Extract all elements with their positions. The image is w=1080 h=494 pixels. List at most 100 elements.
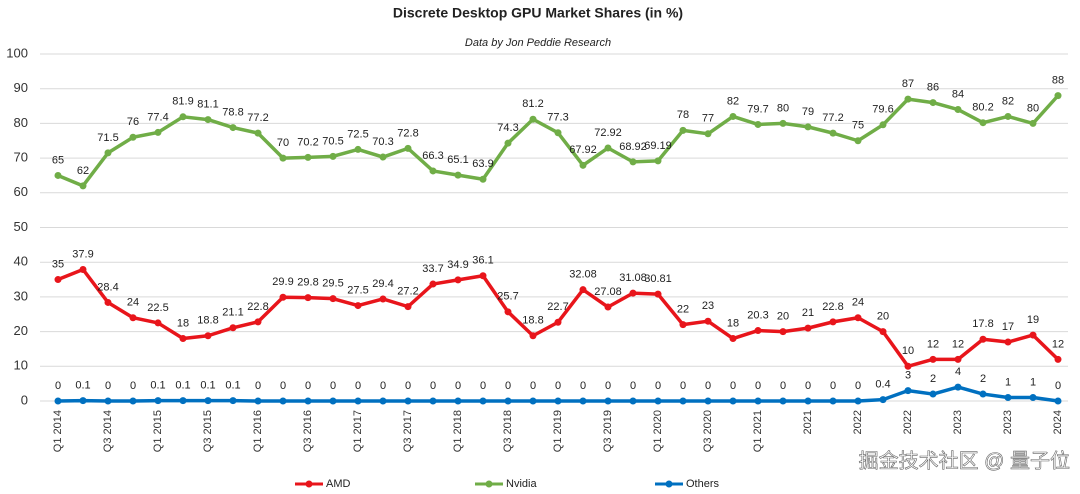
data-label: 21 bbox=[802, 307, 814, 319]
x-tick-label: 2023 bbox=[952, 410, 964, 434]
data-label: 80 bbox=[1027, 102, 1039, 114]
data-label: 80 bbox=[777, 102, 789, 114]
data-point bbox=[454, 276, 462, 284]
data-label: 0 bbox=[1055, 380, 1061, 392]
data-label: 27.08 bbox=[594, 286, 622, 298]
legend-label: Nvidia bbox=[506, 478, 537, 490]
y-tick-label: 30 bbox=[14, 288, 28, 303]
data-label: 20 bbox=[877, 311, 889, 323]
data-label: 1 bbox=[1030, 376, 1036, 388]
data-label: 29.4 bbox=[372, 278, 393, 290]
data-label: 19 bbox=[1027, 314, 1039, 326]
data-point bbox=[504, 397, 512, 405]
chart-subtitle: Data by Jon Peddie Research bbox=[465, 37, 611, 49]
x-tick-label: Q1 2020 bbox=[652, 410, 664, 452]
data-label: 2 bbox=[980, 373, 986, 385]
data-label: 69.19 bbox=[644, 140, 672, 152]
data-label: 27.2 bbox=[397, 286, 418, 298]
data-label: 3 bbox=[905, 369, 911, 381]
data-point bbox=[529, 332, 537, 340]
data-point bbox=[654, 397, 662, 405]
data-point bbox=[254, 129, 262, 137]
data-label: 12 bbox=[1052, 338, 1064, 350]
data-label: 10 bbox=[902, 345, 914, 357]
data-point bbox=[229, 397, 237, 405]
data-label: 68.92 bbox=[619, 141, 647, 153]
data-label: 0 bbox=[405, 380, 411, 392]
data-label: 17 bbox=[1002, 321, 1014, 333]
data-point bbox=[304, 153, 312, 161]
data-point bbox=[129, 314, 137, 322]
data-point bbox=[104, 397, 112, 405]
data-point bbox=[829, 129, 837, 137]
data-point bbox=[329, 152, 337, 160]
data-point bbox=[104, 149, 112, 157]
data-label: 0 bbox=[605, 380, 611, 392]
data-label: 35 bbox=[52, 258, 64, 270]
data-label: 65 bbox=[52, 154, 64, 166]
data-label: 18 bbox=[727, 317, 739, 329]
data-label: 0 bbox=[380, 380, 386, 392]
data-label: 74.3 bbox=[497, 122, 518, 134]
data-point bbox=[504, 139, 512, 147]
data-label: 72.8 bbox=[397, 127, 418, 139]
data-label: 0 bbox=[530, 380, 536, 392]
data-label: 24 bbox=[852, 297, 864, 309]
data-point bbox=[779, 397, 787, 405]
data-point bbox=[304, 397, 312, 405]
x-tick-label: Q3 2019 bbox=[602, 410, 614, 452]
x-tick-label: Q1 2021 bbox=[752, 410, 764, 452]
data-label: 78.8 bbox=[222, 106, 243, 118]
data-label: 71.5 bbox=[97, 132, 118, 144]
data-label: 0 bbox=[755, 380, 761, 392]
data-point bbox=[79, 182, 87, 190]
data-point bbox=[1004, 394, 1012, 402]
data-label: 22.8 bbox=[822, 301, 843, 313]
data-label: 70.3 bbox=[372, 136, 393, 148]
x-tick-label: 2022 bbox=[852, 410, 864, 434]
data-point bbox=[354, 145, 362, 153]
data-point bbox=[754, 397, 762, 405]
data-point bbox=[604, 303, 612, 311]
data-label: 22.5 bbox=[147, 302, 168, 314]
data-point bbox=[554, 129, 562, 137]
data-point bbox=[154, 319, 162, 327]
data-point bbox=[579, 161, 587, 169]
data-point bbox=[279, 397, 287, 405]
data-point bbox=[479, 397, 487, 405]
y-tick-label: 60 bbox=[14, 184, 28, 199]
data-label: 0 bbox=[580, 380, 586, 392]
data-point bbox=[904, 95, 912, 103]
data-point bbox=[429, 167, 437, 175]
data-label: 2 bbox=[930, 373, 936, 385]
data-point bbox=[79, 265, 87, 273]
legend-marker bbox=[485, 480, 493, 488]
data-point bbox=[829, 397, 837, 405]
data-label: 23 bbox=[702, 300, 714, 312]
data-point bbox=[929, 99, 937, 107]
data-point bbox=[379, 397, 387, 405]
data-point bbox=[554, 318, 562, 326]
data-point bbox=[279, 293, 287, 301]
data-label: 0 bbox=[105, 380, 111, 392]
data-point bbox=[1029, 119, 1037, 127]
x-tick-label: Q3 2016 bbox=[302, 410, 314, 452]
data-point bbox=[179, 335, 187, 343]
data-point bbox=[729, 397, 737, 405]
data-point bbox=[979, 119, 987, 127]
data-point bbox=[804, 123, 812, 131]
data-point bbox=[729, 112, 737, 120]
data-point bbox=[229, 124, 237, 132]
data-point bbox=[204, 397, 212, 405]
x-tick-label: Q1 2014 bbox=[52, 410, 64, 452]
data-point bbox=[179, 113, 187, 121]
data-point bbox=[729, 335, 737, 343]
data-label: 12 bbox=[952, 338, 964, 350]
data-point bbox=[704, 130, 712, 138]
data-label: 72.5 bbox=[347, 128, 368, 140]
data-point bbox=[54, 171, 62, 179]
data-point bbox=[904, 387, 912, 395]
x-tick-label: Q1 2016 bbox=[252, 410, 264, 452]
y-tick-label: 90 bbox=[14, 80, 28, 95]
x-tick-label: 2022 bbox=[902, 410, 914, 434]
